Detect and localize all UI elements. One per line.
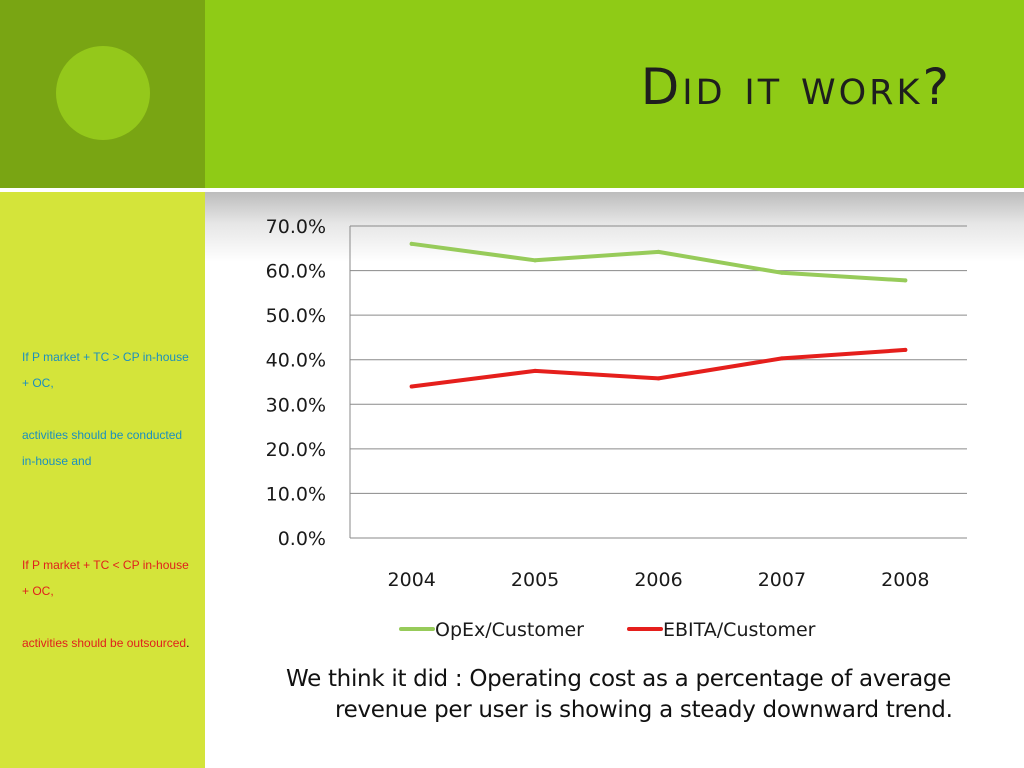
data-point-ebita-customer: [409, 384, 414, 389]
line-chart: 0.0%10.0%20.0%30.0%40.0%50.0%60.0%70.0% …: [266, 216, 967, 641]
rule1-conclusion: activities should be conducted in-house …: [22, 428, 183, 468]
header-band: [205, 0, 1024, 188]
x-tick-label: 2004: [388, 569, 436, 591]
y-tick-label: 40.0%: [266, 350, 326, 372]
y-tick-label: 10.0%: [266, 483, 326, 505]
x-tick-label: 2007: [758, 569, 806, 591]
sidebar-top-panel: [0, 0, 205, 188]
rule1-condition: If P market + TC > CP in-house + OC,: [22, 350, 189, 390]
data-point-ebita-customer: [903, 347, 908, 352]
slide-title: Did it work?: [640, 58, 952, 116]
y-tick-label: 60.0%: [266, 261, 326, 283]
x-axis-ticks: 2004 2005 2006 2007 2008: [388, 569, 930, 591]
x-tick-label: 2008: [881, 569, 929, 591]
sidebar-bottom-panel: [0, 192, 205, 768]
sidebar-rules: If P market + TC > CP in-house + OC, act…: [22, 344, 192, 656]
slide-body-text: We think it did : Operating cost as a pe…: [286, 666, 953, 723]
data-point-opex-customer: [533, 258, 538, 263]
data-point-opex-customer: [409, 241, 414, 246]
y-tick-label: 50.0%: [266, 305, 326, 327]
legend-label: EBITA/Customer: [663, 619, 816, 641]
rule2-conclusion: activities should be outsourced.: [22, 630, 192, 656]
rule2-period: .: [186, 636, 190, 650]
legend: OpEx/Customer EBITA/Customer: [399, 619, 816, 641]
rule2-conclusion-text: activities should be outsourced: [22, 636, 187, 650]
series-layer: [409, 241, 908, 389]
data-point-opex-customer: [779, 270, 784, 275]
y-tick-label: 20.0%: [266, 439, 326, 461]
legend-label: OpEx/Customer: [435, 619, 584, 641]
y-tick-label: 70.0%: [266, 216, 326, 238]
content-gradient: [205, 192, 1024, 262]
data-point-opex-customer: [656, 249, 661, 254]
data-point-ebita-customer: [533, 368, 538, 373]
grid-layer: [349, 225, 967, 539]
divider-line: [0, 188, 1024, 192]
data-point-opex-customer: [903, 278, 908, 283]
decorative-circle: [56, 46, 150, 140]
x-tick-label: 2005: [511, 569, 559, 591]
y-tick-label: 0.0%: [278, 528, 326, 550]
series-line-ebita-customer: [409, 347, 908, 389]
data-point-ebita-customer: [779, 356, 784, 361]
data-point-ebita-customer: [656, 376, 661, 381]
y-axis-ticks: 0.0% 10.0% 20.0% 30.0% 40.0% 50.0% 60.0% 70.0%: [266, 216, 326, 550]
x-tick-label: 2006: [634, 569, 682, 591]
series-line-opex-customer: [409, 241, 908, 283]
y-tick-label: 30.0%: [266, 394, 326, 416]
rule2-condition: If P market + TC < CP in-house + OC,: [22, 558, 189, 598]
